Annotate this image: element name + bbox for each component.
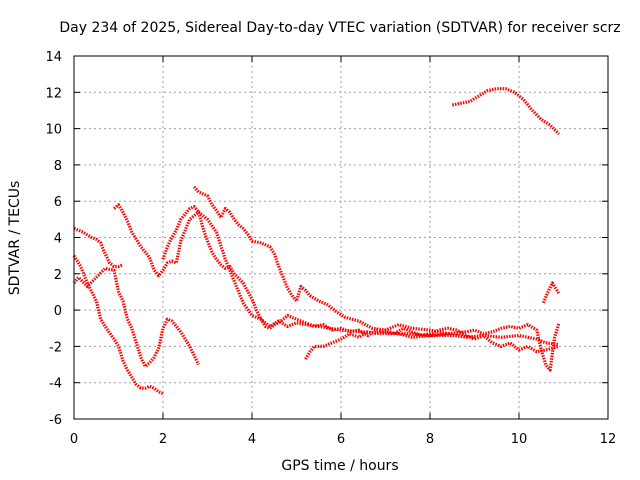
y-tick-label: 8 xyxy=(54,159,62,174)
y-tick-label: 10 xyxy=(45,123,62,138)
x-tick-labels: 0 2 4 6 8 10 12 xyxy=(70,432,616,447)
y-tick-label: 2 xyxy=(54,268,62,283)
x-tick-label: 6 xyxy=(337,432,345,447)
series-trace-1 xyxy=(72,254,164,396)
y-tick-label: 6 xyxy=(54,195,62,210)
series-trace-6 xyxy=(192,185,560,347)
y-axis-label: SDTVAR / TECUs xyxy=(7,181,23,296)
chart-title: Day 234 of 2025, Sidereal Day-to-day VTE… xyxy=(59,20,620,36)
x-tick-label: 0 xyxy=(70,432,78,447)
series-layer xyxy=(72,87,561,396)
x-tick-label: 12 xyxy=(600,432,617,447)
grid xyxy=(74,56,608,419)
y-tick-label: -4 xyxy=(49,377,62,392)
x-axis-label: GPS time / hours xyxy=(281,458,398,474)
y-tick-label: -2 xyxy=(49,340,62,355)
series-trace-10 xyxy=(542,281,561,304)
x-tick-label: 4 xyxy=(248,432,256,447)
series-trace-3 xyxy=(73,226,124,269)
y-tick-label: 14 xyxy=(45,50,62,65)
series-trace-2 xyxy=(72,266,201,368)
x-tick-label: 10 xyxy=(511,432,528,447)
x-tick-label: 2 xyxy=(159,432,167,447)
series-trace-7 xyxy=(304,326,560,360)
series-trace-4 xyxy=(112,203,475,339)
y-tick-labels: -6 -4 -2 0 2 4 6 8 10 12 14 xyxy=(45,50,62,428)
y-tick-label: -6 xyxy=(49,413,62,428)
series-trace-5 xyxy=(161,205,466,339)
series-trace-8 xyxy=(456,322,561,372)
x-tick-label: 8 xyxy=(426,432,434,447)
y-tick-label: 0 xyxy=(54,304,62,319)
y-tick-label: 4 xyxy=(54,232,62,247)
y-tick-label: 12 xyxy=(45,86,62,101)
tick-marks xyxy=(73,55,609,420)
series-trace-9 xyxy=(451,87,561,136)
